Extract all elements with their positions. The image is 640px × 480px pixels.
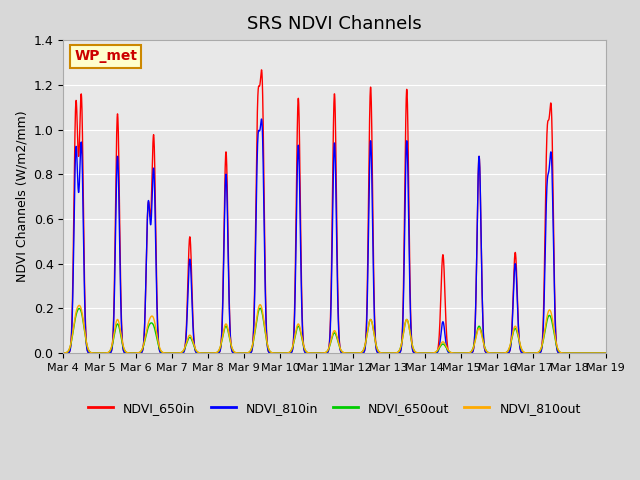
NDVI_650out [399, 335, 406, 340]
NDVI_810out [399, 335, 406, 340]
NDVI_810out [60, 350, 67, 356]
Line: NDVI_810out: NDVI_810out [63, 305, 605, 353]
NDVI_810in [399, 323, 406, 328]
NDVI_650out [552, 339, 559, 345]
NDVI_650in [399, 316, 406, 322]
NDVI_810in [566, 350, 573, 356]
Text: WP_met: WP_met [74, 49, 137, 63]
NDVI_650out [549, 324, 557, 330]
NDVI_810out [552, 337, 559, 343]
NDVI_650in [573, 350, 581, 356]
NDVI_650out [268, 349, 275, 355]
NDVI_650out [124, 350, 132, 356]
NDVI_650in [268, 350, 275, 356]
NDVI_650out [60, 350, 67, 356]
NDVI_650out [602, 350, 609, 356]
NDVI_810in [124, 350, 132, 356]
Y-axis label: NDVI Channels (W/m2/mm): NDVI Channels (W/m2/mm) [15, 111, 28, 282]
NDVI_650in [566, 350, 573, 356]
NDVI_650out [566, 350, 573, 356]
Line: NDVI_810in: NDVI_810in [63, 119, 605, 353]
NDVI_650out [256, 305, 264, 311]
NDVI_810out [124, 350, 132, 356]
NDVI_650in [602, 350, 609, 356]
NDVI_810in [549, 220, 557, 226]
NDVI_810in [268, 350, 275, 356]
NDVI_650out [573, 350, 581, 356]
NDVI_810in [258, 116, 266, 122]
NDVI_810out [602, 350, 609, 356]
NDVI_650in [124, 350, 132, 356]
NDVI_650in [60, 350, 67, 356]
NDVI_810in [573, 350, 581, 356]
NDVI_810out [549, 320, 557, 326]
Line: NDVI_650in: NDVI_650in [63, 70, 605, 353]
NDVI_810in [60, 350, 67, 356]
NDVI_810out [573, 350, 581, 356]
NDVI_810out [268, 349, 275, 355]
NDVI_810out [256, 302, 264, 308]
NDVI_810out [566, 350, 573, 356]
Title: SRS NDVI Channels: SRS NDVI Channels [247, 15, 422, 33]
NDVI_810in [552, 331, 559, 336]
NDVI_650in [552, 326, 559, 332]
Line: NDVI_650out: NDVI_650out [63, 308, 605, 353]
NDVI_650in [549, 190, 557, 195]
NDVI_810in [602, 350, 609, 356]
Legend: NDVI_650in, NDVI_810in, NDVI_650out, NDVI_810out: NDVI_650in, NDVI_810in, NDVI_650out, NDV… [83, 397, 586, 420]
NDVI_650in [258, 67, 266, 73]
